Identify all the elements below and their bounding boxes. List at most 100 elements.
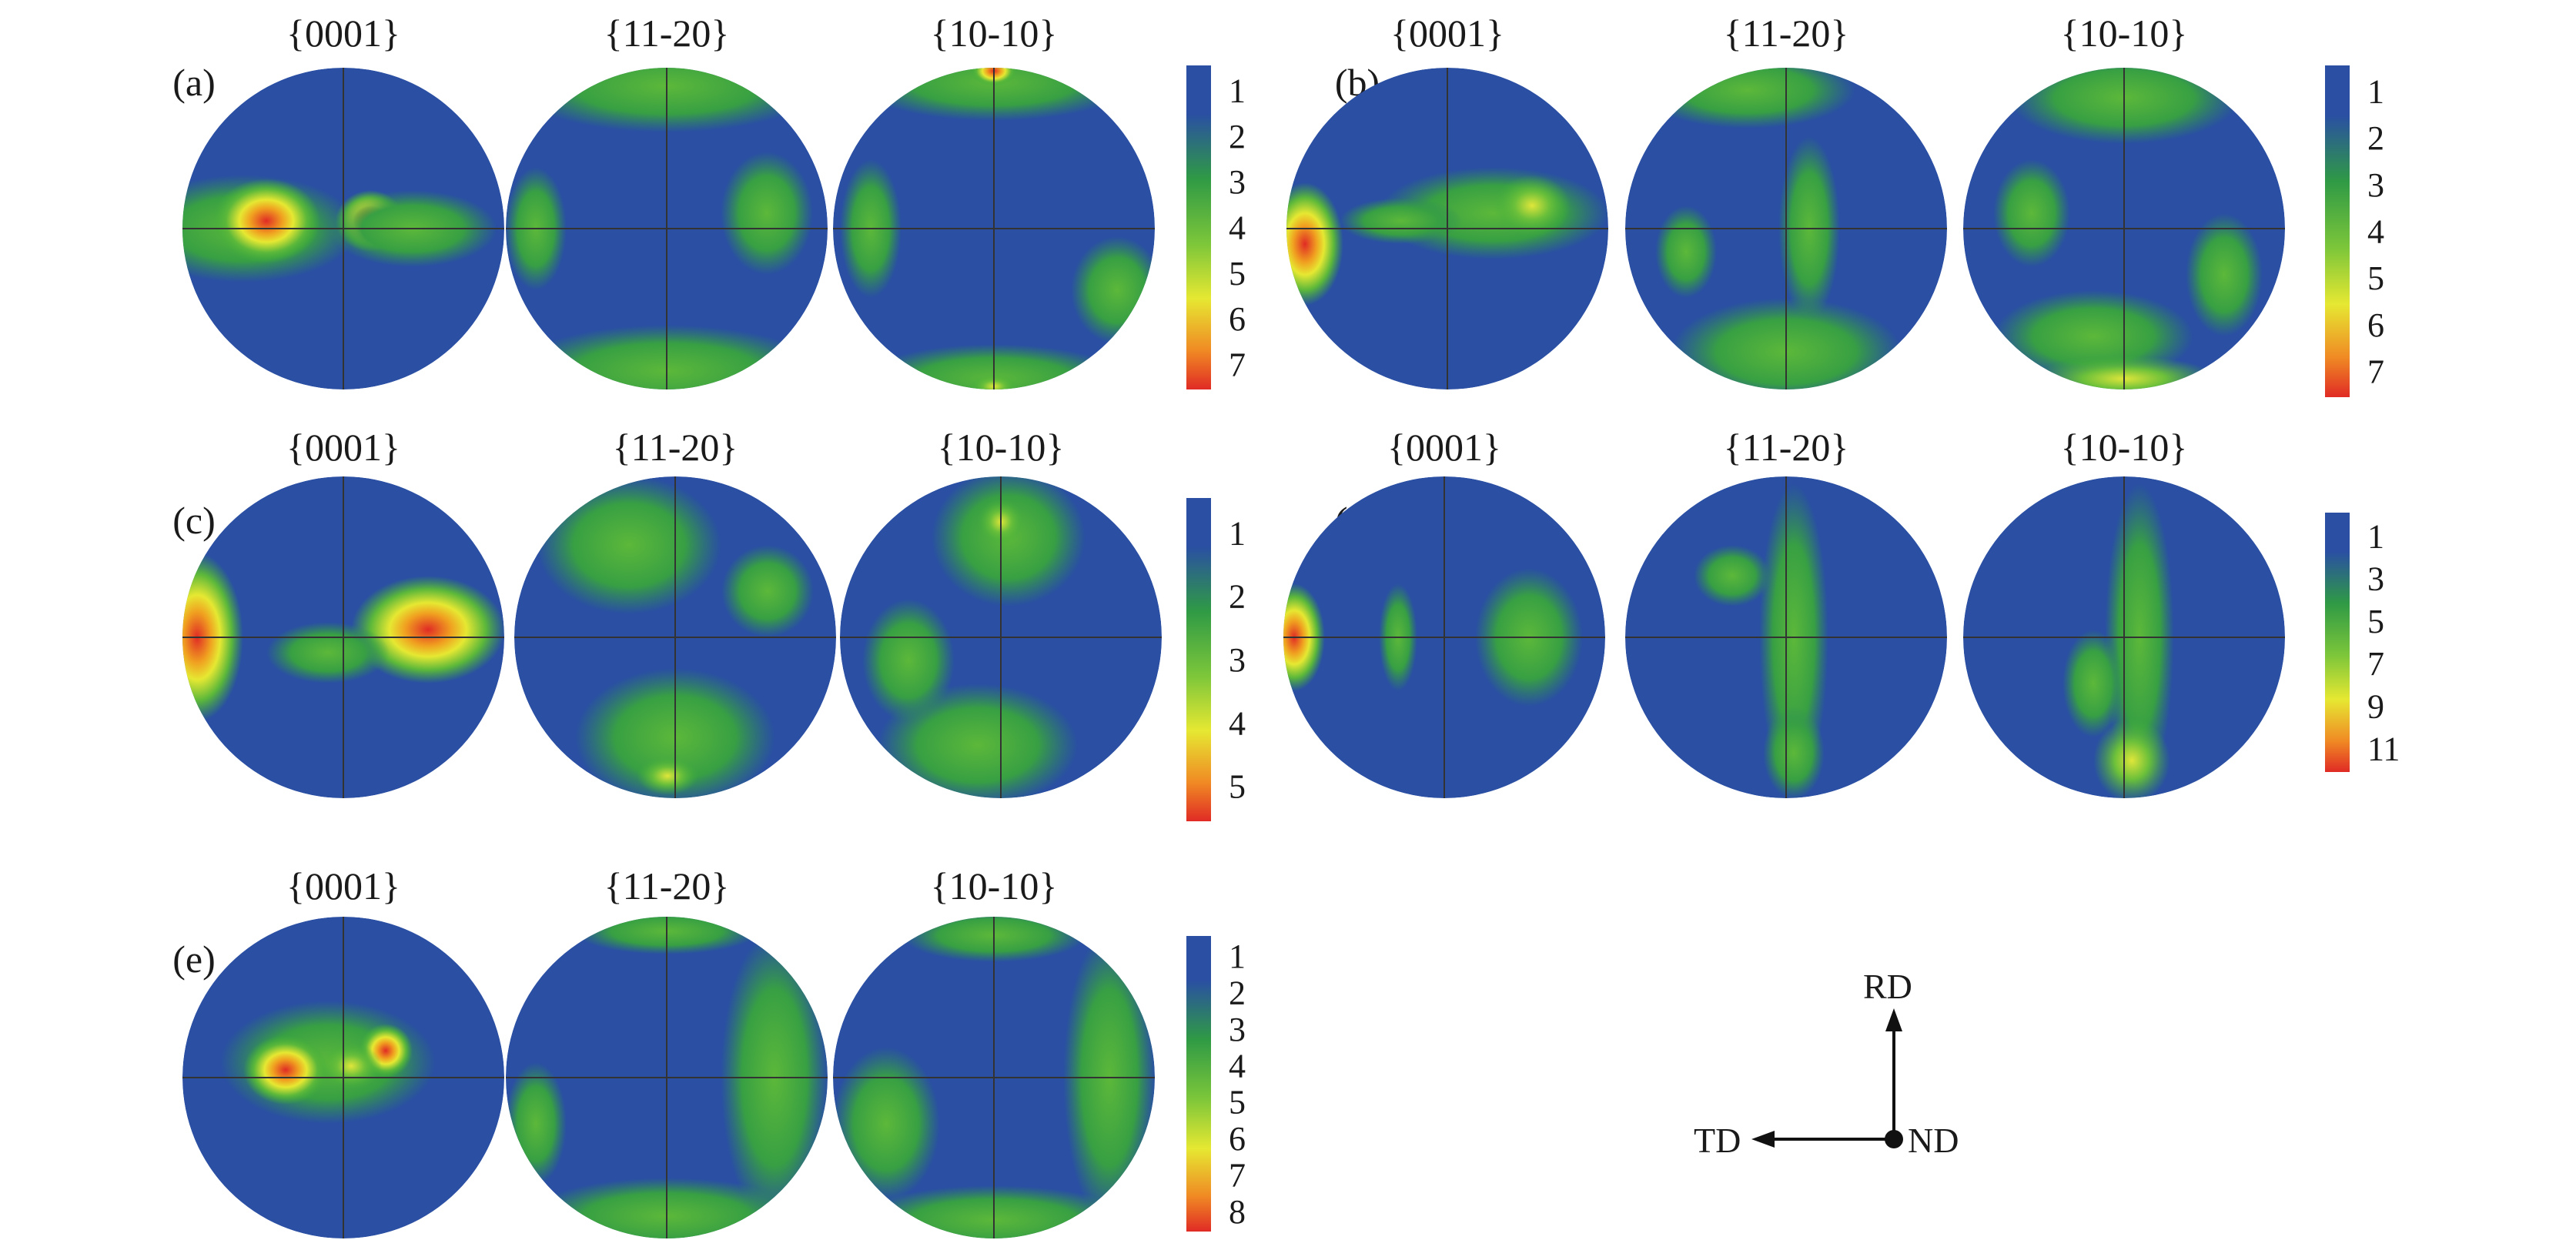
colorbar — [2325, 513, 2350, 772]
panels-layer: (a){0001} {11-20} {10-10}1234567(b){0001}{… — [172, 12, 2400, 1238]
intensity-contour — [1286, 182, 1343, 306]
colorbar-tick-label: 3 — [1229, 163, 1246, 201]
colorbar-tick-label: 7 — [1229, 1157, 1246, 1195]
rd-label: RD — [1863, 967, 1912, 1006]
colorbar-tick-label: 5 — [1229, 768, 1246, 806]
panel-label: (e) — [172, 938, 216, 981]
pole-figure-title: {11-20} — [613, 426, 738, 469]
intensity-contour — [721, 545, 814, 637]
rd-arrowhead-icon — [1885, 1008, 1902, 1031]
pole-figure — [182, 917, 504, 1238]
intensity-contour — [2186, 213, 2263, 336]
colorbar-tick-label: 7 — [2367, 353, 2384, 391]
colorbar-tick-label: 2 — [2367, 119, 2384, 157]
intensity-contour — [1763, 707, 1825, 798]
colorbar-tick-label: 11 — [2367, 730, 2400, 768]
intensity-contour — [506, 1062, 567, 1185]
colorbar-tick-label: 2 — [1229, 578, 1246, 616]
colorbar-tick-label: 7 — [1229, 346, 1246, 383]
colorbar-tick-label: 2 — [1229, 118, 1246, 155]
intensity-contour — [833, 1047, 940, 1201]
pole-figure-title: {11-20} — [604, 864, 730, 907]
pole-figure — [1963, 476, 2285, 798]
sample-axes: RD TD ND — [1694, 967, 1959, 1160]
colorbar-tick-label: 6 — [1229, 1120, 1246, 1158]
pole-figure — [182, 68, 504, 389]
colorbar-tick-label: 4 — [1229, 209, 1246, 247]
colorbar-tick-label: 1 — [1229, 72, 1246, 110]
colorbar-tick-label: 5 — [1229, 255, 1246, 292]
colorbar-tick-label: 6 — [2367, 306, 2384, 344]
colorbar-tick-label: 4 — [1229, 1047, 1246, 1085]
panel-label: (c) — [172, 499, 216, 542]
intensity-contour — [2093, 718, 2170, 798]
pole-figure — [506, 68, 828, 389]
colorbar-tick-label: 5 — [2367, 259, 2384, 297]
colorbar-tick-label: 1 — [2367, 517, 2384, 555]
pole-figure — [1963, 68, 2285, 389]
colorbar-tick-label: 3 — [2367, 560, 2384, 598]
colorbar-tick-label: 7 — [2367, 645, 2384, 683]
colorbar-tick-label: 2 — [1229, 974, 1246, 1011]
colorbar-tick-label: 1 — [2367, 72, 2384, 110]
panel-label: (a) — [172, 61, 216, 104]
pole-figure-title: {11-20} — [1724, 12, 1849, 55]
intensity-contour — [2062, 630, 2124, 737]
colorbar — [1186, 936, 1211, 1232]
intensity-contour — [266, 622, 390, 684]
colorbar-tick-label: 1 — [1229, 514, 1246, 552]
panel-a: (a) {0001} {11-20} {10-10} 1 2 3 4 5 6 7 — [172, 12, 1246, 389]
panel-c: (c) {0001} {11-20} {10-10} 1 2 3 4 5 — [172, 426, 1246, 821]
pole-figure-title: {11-20} — [1724, 426, 1849, 469]
pole-figure-title: {0001} — [286, 12, 400, 55]
intensity-contour — [721, 152, 813, 275]
colorbar-tick-label: 3 — [2367, 166, 2384, 204]
intensity-contour — [537, 476, 721, 614]
pole-figure — [514, 476, 836, 798]
colorbar-tick-label: 6 — [1229, 300, 1246, 338]
pole-figure-title: {10-10} — [2061, 426, 2188, 469]
colorbar — [2325, 65, 2350, 397]
colorbar-tick-label: 1 — [1229, 938, 1246, 975]
pole-figure — [182, 476, 504, 798]
colorbar-tick-label: 9 — [2367, 687, 2384, 725]
intensity-contour — [1694, 545, 1771, 607]
nd-label: ND — [1908, 1121, 1959, 1160]
pole-figure-title: {10-10} — [938, 426, 1065, 469]
pole-figure — [833, 68, 1155, 389]
pole-figure-title: {10-10} — [2061, 12, 2188, 55]
td-label: TD — [1694, 1121, 1741, 1160]
colorbar-tick-label: 4 — [1229, 704, 1246, 742]
pole-figure — [833, 917, 1155, 1238]
pole-figure — [1625, 476, 1947, 798]
colorbar-tick-label: 3 — [1229, 1011, 1246, 1048]
pole-figure — [1283, 476, 1605, 798]
pole-figure-title: {0001} — [286, 426, 400, 469]
pole-figure — [1286, 68, 1608, 389]
pole-figure-title: {0001} — [1387, 426, 1501, 469]
colorbar-tick-label: 5 — [2367, 603, 2384, 640]
intensity-contour — [243, 1035, 328, 1105]
intensity-contour — [862, 599, 955, 722]
nd-dot-icon — [1885, 1130, 1903, 1148]
intensity-contour — [1655, 206, 1717, 298]
intensity-contour — [1993, 159, 2070, 267]
intensity-contour — [1340, 198, 1463, 244]
pole-figure-title: {11-20} — [604, 12, 730, 55]
pole-figure-title: {0001} — [286, 864, 400, 907]
colorbar — [1186, 498, 1211, 821]
colorbar — [1186, 65, 1211, 389]
pole-figure — [506, 917, 828, 1238]
intensity-contour — [1494, 175, 1571, 236]
pole-figure — [1625, 68, 1947, 389]
intensity-contour — [637, 757, 698, 795]
colorbar-tick-label: 5 — [1229, 1084, 1246, 1121]
td-arrowhead-icon — [1751, 1131, 1775, 1148]
intensity-contour — [1640, 68, 1855, 129]
colorbar-tick-label: 4 — [2367, 213, 2384, 251]
pole-figure-title: {10-10} — [931, 864, 1058, 907]
